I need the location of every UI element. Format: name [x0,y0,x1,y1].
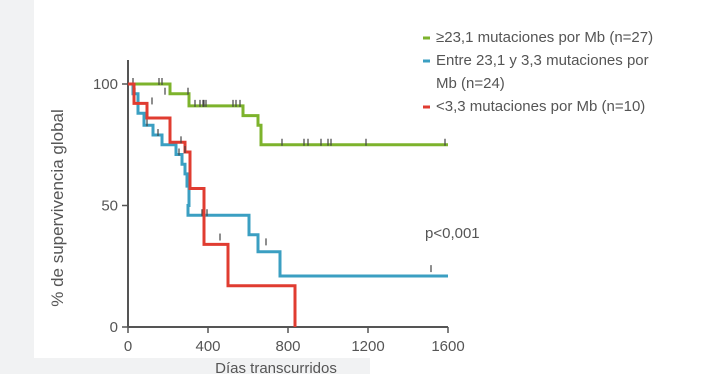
series-line-2 [128,82,448,278]
p-value-annotation: p<0,001 [425,225,480,242]
y-tick-label: 50 [101,198,118,215]
legend: ≥23,1 mutaciones por Mb (n=27) Entre 23,1… [423,29,653,115]
decorative-dash [40,28,65,31]
x-tick-label: 400 [195,338,220,355]
x-tick-label: 1200 [351,338,384,355]
y-axis-label: % de supervivencia global [48,109,67,307]
x-tick-label: 800 [275,338,300,355]
legend-label-1: ≥23,1 mutaciones por Mb (n=27) [436,29,653,46]
y-tick-label: 0 [110,319,118,336]
x-axis-label: Días transcurridos [215,360,337,374]
y-tick-label: 100 [93,76,118,93]
legend-label-2: Entre 23,1 y 3,3 mutaciones por Mb (n=24) [436,52,649,92]
x-tick-label: 1600 [431,338,464,355]
series-line-1 [128,82,448,147]
axis-layer: 0 400 800 1200 1600 0 50 100 [93,60,465,355]
plot-panel-left [34,0,398,358]
legend-label-3: <3,3 mutaciones por Mb (n=10) [436,98,645,115]
x-tick-label: 0 [124,338,132,355]
series-layer [128,78,448,327]
